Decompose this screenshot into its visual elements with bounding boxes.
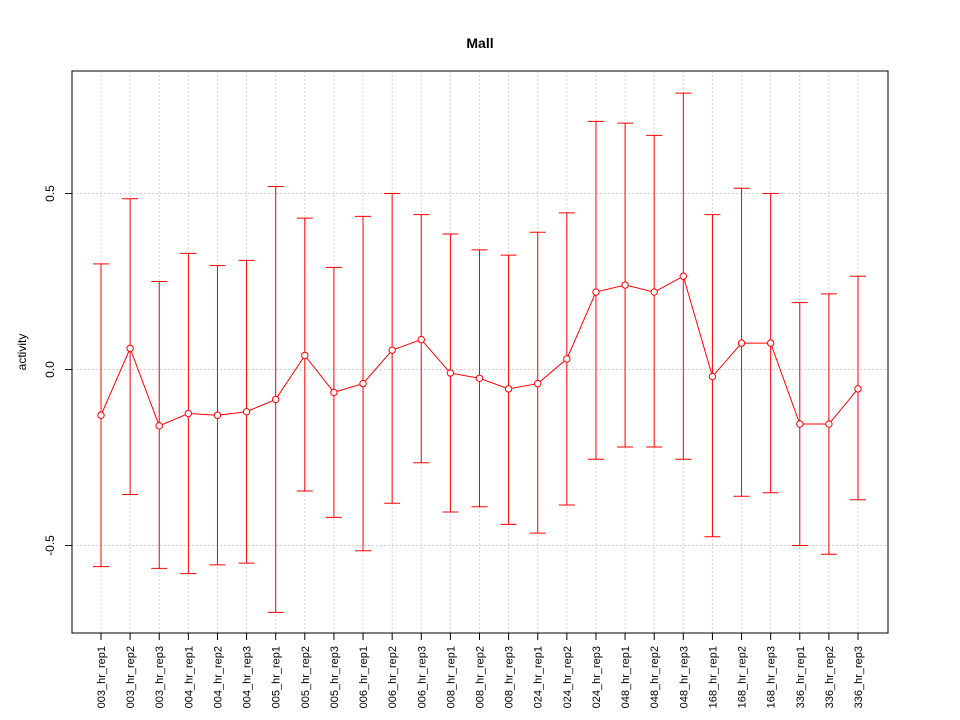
data-point [679, 272, 688, 280]
data-point [796, 420, 804, 428]
x-tick-label: 024_hr_rep1 [533, 646, 545, 708]
data-point [446, 369, 455, 377]
x-tick-label: 006_hr_rep1 [358, 646, 370, 708]
data-point [330, 388, 338, 397]
x-tick-label: 005_hr_rep3 [329, 646, 341, 708]
data-point [388, 346, 396, 354]
data-point [475, 374, 484, 382]
data-point [126, 344, 134, 353]
x-tick-label: 048_hr_rep2 [649, 646, 661, 708]
data-point [359, 379, 367, 388]
data-layer [93, 92, 866, 613]
x-tick-label: 168_hr_rep1 [707, 646, 719, 708]
x-tick-label: 336_hr_rep3 [853, 646, 865, 708]
y-tick-label: 0.0 [43, 361, 57, 378]
x-tick-label: 168_hr_rep2 [737, 646, 749, 708]
data-point [417, 335, 425, 344]
data-point [155, 422, 163, 430]
data-point [184, 409, 193, 418]
x-tick-label: 008_hr_rep1 [445, 646, 457, 708]
x-tick-label: 048_hr_rep3 [678, 646, 690, 708]
data-point [534, 379, 542, 388]
data-point [854, 385, 862, 393]
data-point [592, 288, 600, 296]
axes: -0.5 0.0 0.5 003_hr_rep1 003_hr_rep2 003_hr_r… [43, 185, 865, 709]
x-tick-label: 048_hr_rep1 [620, 646, 632, 708]
x-tick-label: 004_hr_rep2 [212, 646, 224, 708]
data-point [213, 411, 222, 419]
data-point [504, 385, 513, 393]
x-tick-label: 024_hr_rep3 [591, 646, 603, 708]
data-point [825, 420, 833, 428]
data-point [650, 288, 658, 296]
data-point [97, 411, 105, 419]
x-tick-label: 336_hr_rep2 [824, 646, 836, 708]
data-point [563, 355, 571, 363]
data-point [737, 339, 746, 347]
data-point [271, 395, 280, 404]
x-tick-label: 336_hr_rep1 [795, 646, 807, 708]
x-tick-label: 004_hr_rep1 [183, 646, 195, 708]
y-tick-label: -0.5 [43, 535, 57, 556]
x-tick-label: 005_hr_rep1 [271, 646, 283, 708]
data-point [621, 281, 629, 289]
x-tick-label: 008_hr_rep3 [504, 646, 516, 708]
x-tick-label: 024_hr_rep2 [562, 646, 574, 708]
x-tick-label: 003_hr_rep1 [96, 646, 108, 708]
x-tick-label: 006_hr_rep2 [387, 646, 399, 708]
data-point [708, 372, 717, 381]
chart-title: Mall [466, 35, 493, 51]
data-point [242, 408, 251, 416]
x-tick-label: 008_hr_rep2 [475, 646, 487, 708]
y-tick-label: 0.5 [43, 185, 57, 202]
x-tick-label: 005_hr_rep2 [300, 646, 312, 708]
x-tick-label: 003_hr_rep3 [154, 646, 166, 708]
data-point [301, 351, 309, 360]
x-tick-label: 003_hr_rep2 [125, 646, 137, 708]
x-tick-label: 004_hr_rep3 [242, 646, 254, 708]
y-axis-label: activity [15, 334, 29, 371]
x-tick-label: 168_hr_rep3 [766, 646, 778, 708]
data-point [766, 339, 775, 347]
x-tick-label: 006_hr_rep3 [416, 646, 428, 708]
